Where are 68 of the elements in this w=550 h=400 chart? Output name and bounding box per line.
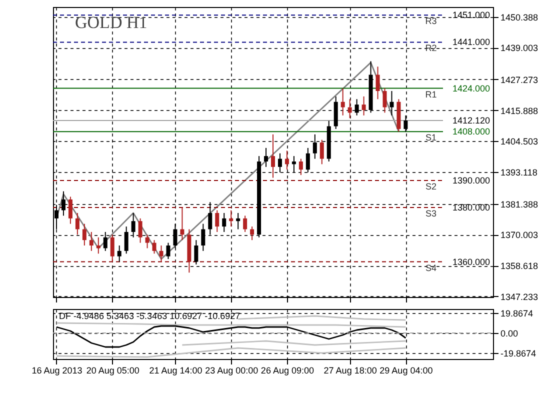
y-tick-label: 19.8674 xyxy=(500,308,534,319)
chart-title: GOLD H1 xyxy=(75,13,148,32)
y-tick-label: 1370.003 xyxy=(500,230,538,240)
annotation: S2 xyxy=(425,181,437,192)
x-tick-label: 20 Aug 05:00 xyxy=(86,366,140,376)
candlestick xyxy=(166,242,170,260)
candlestick xyxy=(110,234,114,262)
candlestick xyxy=(124,226,128,254)
candlestick xyxy=(145,234,150,249)
candlestick xyxy=(159,245,164,262)
candlestick xyxy=(96,236,100,254)
y-tick-label: 1415.888 xyxy=(500,106,538,116)
y-tick-label: -19.8674 xyxy=(500,348,536,358)
y-tick-label: 1381.388 xyxy=(500,199,538,210)
x-tick-label: 26 Aug 09:00 xyxy=(260,366,314,376)
y-tick-label: 1393.118 xyxy=(500,168,538,178)
candlestick xyxy=(222,212,226,232)
candlestick xyxy=(89,231,94,252)
x-tick-label: 23 Aug 00:00 xyxy=(205,366,258,376)
ref-line-label: 1360.000 xyxy=(452,256,490,267)
ref-line-label: 1412.120 xyxy=(452,116,490,126)
y-tick-label: 1347.233 xyxy=(500,292,538,302)
ref-line-label: 1380.000 xyxy=(452,202,490,213)
candlestick xyxy=(271,134,275,178)
candlestick xyxy=(298,158,303,176)
line-series xyxy=(56,62,400,260)
y-tick-label: 1404.503 xyxy=(500,136,538,147)
candlestick xyxy=(264,147,268,168)
candlestick xyxy=(376,66,380,100)
candlestick xyxy=(382,88,387,114)
ref-line-label: 1441.000 xyxy=(452,37,490,48)
x-tick-label: 16 Aug 2013 xyxy=(32,366,82,376)
ref-line-label: 1424.000 xyxy=(452,83,490,94)
candlestick xyxy=(250,226,254,241)
annotation: S1 xyxy=(425,132,437,143)
candlestick xyxy=(194,240,198,265)
candlestick xyxy=(68,196,72,224)
line-series xyxy=(56,347,406,358)
y-tick-label: 1427.273 xyxy=(500,74,538,85)
y-tick-label: 1450.388 xyxy=(500,12,538,22)
ref-line-label: 1451.000 xyxy=(452,10,490,20)
y-tick-label: 1358.618 xyxy=(500,261,538,272)
candlestick xyxy=(138,218,142,244)
candlestick xyxy=(229,210,234,228)
candlestick xyxy=(180,207,184,241)
candlestick xyxy=(284,150,289,170)
y-tick-label: 0.00 xyxy=(500,328,518,338)
ref-line-label: 1408.000 xyxy=(452,126,490,137)
candlestick xyxy=(117,245,122,262)
annotation: R1 xyxy=(425,89,437,100)
x-tick-label: 29 Aug 04:00 xyxy=(380,366,433,376)
candlestick xyxy=(82,223,86,246)
candlestick xyxy=(362,96,366,116)
annotation: S3 xyxy=(425,208,437,219)
candlestick xyxy=(320,139,324,165)
candlestick xyxy=(243,215,248,232)
y-tick-label: 1439.003 xyxy=(500,43,538,54)
chart-title: DF -4.9486 5.3463 -5.3463 10.6927 -10.6927 xyxy=(59,311,240,321)
candlestick xyxy=(215,210,220,232)
candlestick xyxy=(75,212,80,236)
candlestick xyxy=(152,240,156,254)
candlestick xyxy=(340,88,345,116)
annotation: R3 xyxy=(425,16,437,26)
x-tick-label: 27 Aug 18:00 xyxy=(324,366,377,376)
x-tick-label: 21 Aug 14:00 xyxy=(149,366,202,376)
candlestick xyxy=(236,212,240,230)
ref-line-label: 1390.000 xyxy=(452,175,490,186)
candlestick xyxy=(348,98,352,119)
